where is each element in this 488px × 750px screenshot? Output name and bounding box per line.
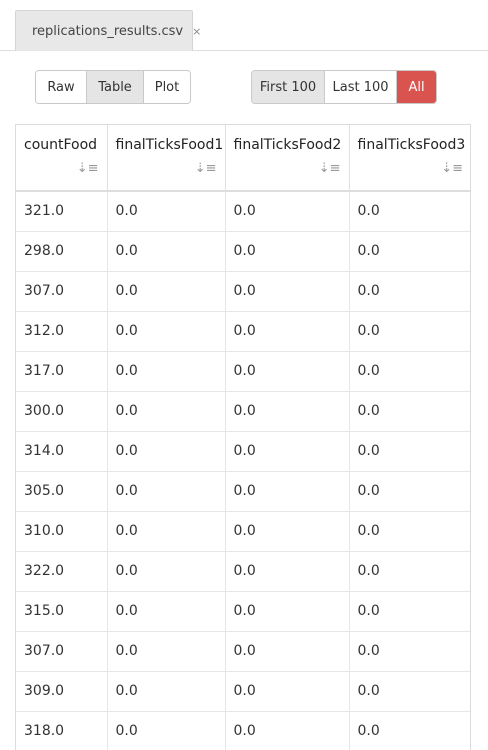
tab-label: replications_results.csv [32,23,184,39]
table-cell: 310.0 [16,511,108,552]
table-cell: 300.0 [16,391,108,432]
table-cell: 0.0 [349,631,470,672]
plot-button[interactable]: Plot [144,71,190,103]
first-100-button[interactable]: First 100 [252,71,325,103]
table-cell: 0.0 [225,271,350,312]
table-row: 322.0 0.0 0.0 0.0 [16,551,470,592]
table-cell: 0.0 [225,511,350,552]
table-cell: 0.0 [107,631,226,672]
table-cell: 0.0 [107,191,226,232]
table-row: 317.0 0.0 0.0 0.0 [16,351,470,392]
column-header-label: finalTicksFood1 [115,137,224,153]
table-cell: 0.0 [107,231,226,272]
column-header-finalticksfood2[interactable]: finalTicksFood2 ⇣≡ [225,125,350,192]
column-header-countfood[interactable]: countFood ⇣≡ [16,125,108,192]
data-table-container[interactable]: countFood ⇣≡ finalTicksFood1 ⇣≡ finalTicks… [15,124,471,750]
all-button[interactable]: All [397,71,436,103]
table-cell: 0.0 [225,191,350,232]
table-cell: 305.0 [16,471,108,512]
table-cell: 0.0 [225,671,350,712]
table-cell: 0.0 [107,551,226,592]
table-cell: 0.0 [225,431,350,472]
table-cell: 0.0 [349,431,470,472]
table-row: 321.0 0.0 0.0 0.0 [16,191,470,232]
table-row: 318.0 0.0 0.0 0.0 [16,711,470,750]
column-header-label: finalTicksFood3 [357,137,466,153]
table-cell: 0.0 [107,711,226,750]
sort-icon[interactable]: ⇣≡ [194,161,217,176]
table-cell: 0.0 [107,351,226,392]
table-row: 305.0 0.0 0.0 0.0 [16,471,470,512]
table-body: 321.0 0.0 0.0 0.0 298.0 0.0 0.0 0.0 307.0 0.0 0.0 0… [16,191,470,750]
table-cell: 0.0 [107,671,226,712]
close-icon[interactable]: × [192,24,202,38]
table-cell: 317.0 [16,351,108,392]
table-cell: 0.0 [349,391,470,432]
table-cell: 0.0 [349,591,470,632]
table-cell: 0.0 [349,671,470,712]
table-cell: 0.0 [349,351,470,392]
tab-bar: replications_results.csv × [0,0,488,51]
table-cell: 318.0 [16,711,108,750]
table-cell: 0.0 [107,591,226,632]
table-cell: 312.0 [16,311,108,352]
table-cell: 0.0 [349,511,470,552]
table-cell: 0.0 [225,391,350,432]
table-cell: 0.0 [349,551,470,592]
table-cell: 0.0 [225,711,350,750]
table-cell: 0.0 [349,311,470,352]
table-cell: 0.0 [107,511,226,552]
column-header-label: finalTicksFood2 [233,137,342,153]
table-cell: 0.0 [349,471,470,512]
table-row: 315.0 0.0 0.0 0.0 [16,591,470,632]
table-cell: 0.0 [225,631,350,672]
column-header-finalticksfood3[interactable]: finalTicksFood3 ⇣≡ [349,125,470,192]
table-cell: 0.0 [349,711,470,750]
table-button[interactable]: Table [87,71,144,103]
table-cell: 0.0 [225,311,350,352]
table-cell: 0.0 [107,431,226,472]
table-cell: 0.0 [225,591,350,632]
data-table: countFood ⇣≡ finalTicksFood1 ⇣≡ finalTicks… [16,125,470,750]
table-cell: 0.0 [107,271,226,312]
table-row: 309.0 0.0 0.0 0.0 [16,671,470,712]
table-row: 300.0 0.0 0.0 0.0 [16,391,470,432]
table-cell: 0.0 [107,391,226,432]
table-cell: 307.0 [16,631,108,672]
row-filter-group: First 100 Last 100 All [251,70,437,104]
table-cell: 314.0 [16,431,108,472]
table-row: 298.0 0.0 0.0 0.0 [16,231,470,272]
header-row: countFood ⇣≡ finalTicksFood1 ⇣≡ finalTicks… [16,125,470,192]
table-row: 310.0 0.0 0.0 0.0 [16,511,470,552]
table-cell: 322.0 [16,551,108,592]
table-cell: 0.0 [107,311,226,352]
table-cell: 0.0 [349,191,470,232]
table-row: 307.0 0.0 0.0 0.0 [16,271,470,312]
table-cell: 0.0 [225,231,350,272]
table-cell: 0.0 [225,551,350,592]
table-cell: 298.0 [16,231,108,272]
sort-icon[interactable]: ⇣≡ [441,161,463,176]
table-row: 312.0 0.0 0.0 0.0 [16,311,470,352]
table-cell: 321.0 [16,191,108,232]
table-cell: 0.0 [349,231,470,272]
table-row: 314.0 0.0 0.0 0.0 [16,431,470,472]
column-header-label: countFood [24,137,98,153]
table-cell: 307.0 [16,271,108,312]
last-100-button[interactable]: Last 100 [325,71,397,103]
table-cell: 0.0 [349,271,470,312]
table-cell: 0.0 [225,471,350,512]
table-cell: 309.0 [16,671,108,712]
table-cell: 315.0 [16,591,108,632]
column-header-finalticksfood1[interactable]: finalTicksFood1 ⇣≡ [107,125,226,192]
sort-icon[interactable]: ⇣≡ [76,161,99,176]
sort-icon[interactable]: ⇣≡ [318,161,341,176]
raw-button[interactable]: Raw [36,71,87,103]
table-cell: 0.0 [225,351,350,392]
table-cell: 0.0 [107,471,226,512]
table-row: 307.0 0.0 0.0 0.0 [16,631,470,672]
tab-replications-results[interactable]: replications_results.csv × [15,10,201,51]
view-mode-group: Raw Table Plot [35,70,191,104]
